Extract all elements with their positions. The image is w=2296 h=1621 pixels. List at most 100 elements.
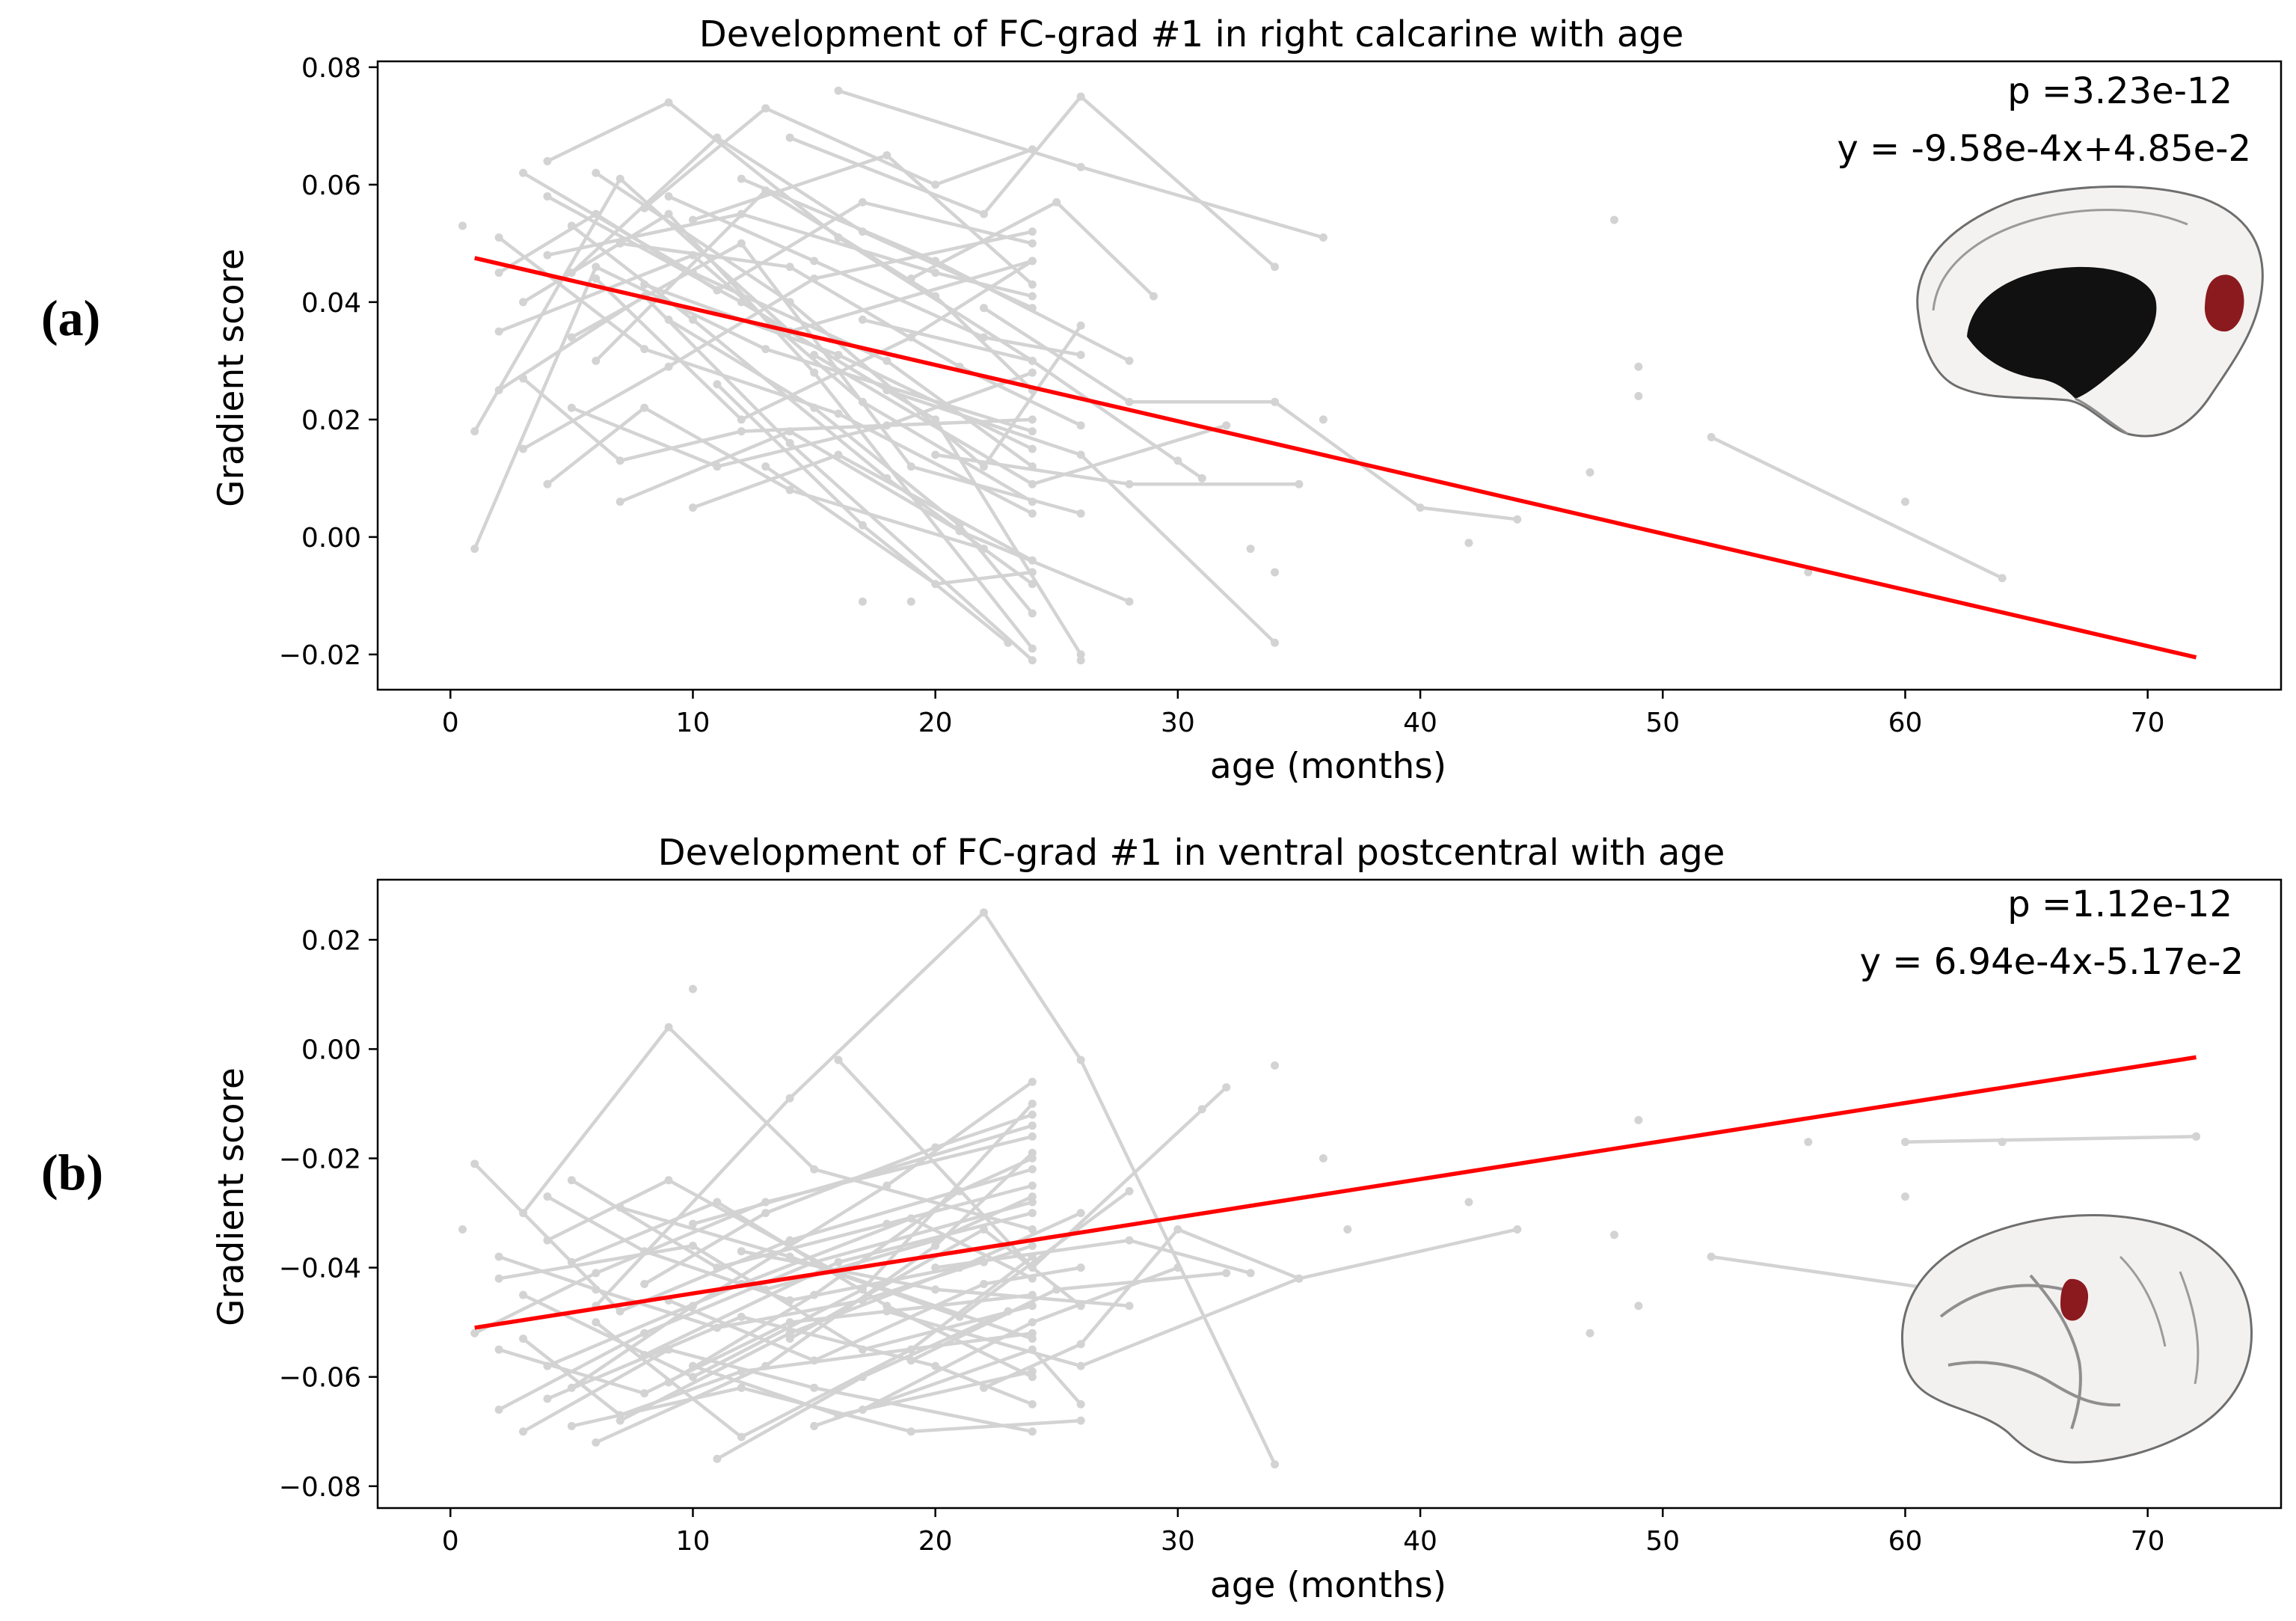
data-point [1028,1077,1037,1086]
data-point [1586,1329,1594,1337]
x-tick-label: 60 [1888,708,1923,738]
data-point [543,1236,552,1245]
axes-layer: 0 10 20 30 40 50 60 70 −0.08 −0.06 −0.04 −0.02 0.00 0… [279,878,2283,1557]
data-point [883,1307,891,1316]
x-axis-label: age (months) [1210,1565,1446,1606]
data-point [785,1296,794,1305]
data-point [592,263,601,272]
data-point [980,1383,989,1392]
data-point [1634,391,1643,400]
data-point [1028,239,1037,248]
chart-panel-b: Development of FC-grad #1 in ventral pos… [211,832,2283,1606]
subject-trajectory [497,294,1034,662]
data-point [1028,1225,1037,1234]
data-point [1197,474,1206,482]
data-point [1246,1269,1255,1278]
data-point [785,438,794,447]
data-point [1028,656,1037,665]
data-point [543,251,552,260]
data-point [494,327,503,336]
data-point [980,1280,989,1289]
data-point [785,133,794,142]
data-point [1028,1110,1037,1119]
data-point [1900,1192,1909,1201]
data-point [519,1427,528,1436]
data-point [713,1323,722,1332]
data-point [470,1329,479,1337]
data-point [519,1290,528,1299]
subject-trajectory [546,100,1034,363]
data-point [1028,1165,1037,1174]
data-point [543,156,552,165]
x-axis-label: age (months) [1210,746,1446,787]
data-point [858,1296,867,1305]
data-point [883,1165,891,1174]
data-point [640,1247,649,1256]
data-point [592,274,601,283]
data-point [1028,1329,1037,1337]
x-tick-label: 30 [1161,708,1195,738]
data-point [1222,1083,1231,1092]
data-point [906,462,915,471]
data-point [567,1176,576,1185]
data-point [1319,233,1327,242]
data-point [1076,509,1085,518]
data-point [785,427,794,436]
data-point [1028,580,1037,589]
data-point [470,427,479,436]
subject-trajectory [595,171,1083,468]
subject-trajectory [521,1025,1033,1231]
data-point [1004,638,1013,647]
data-point [834,1257,843,1266]
brain-lateral-fold [2119,1255,2167,1347]
brain-medial-fold [2075,397,2128,435]
data-point [688,1373,697,1382]
plot-frame [376,878,2283,1510]
y-tick-label: 0.08 [301,53,361,84]
data-point [1028,1241,1037,1250]
y-tick-label: 0.00 [301,1035,361,1065]
brain-lateral-surface [1901,1214,2253,1464]
subject-trajectory [522,1332,1033,1418]
regression-equation-annotation: y = 6.94e-4x-5.17e-2 [1860,941,2244,983]
data-point [1900,497,1909,506]
chart-title: Development of FC-grad #1 in ventral pos… [658,832,1725,874]
data-point [737,1367,746,1376]
data-layer [458,908,2201,1469]
brain-medial-sulcus [1932,209,2188,311]
data-point [1052,197,1061,206]
data-point [616,497,624,506]
y-tick-label: −0.08 [279,1472,361,1503]
data-point [1271,1460,1280,1469]
data-point [883,1219,891,1228]
data-point [883,356,891,365]
x-tick-label: 0 [442,1526,459,1557]
data-point [519,1209,528,1218]
data-point [737,209,746,218]
data-point [1076,1416,1085,1425]
data-point [1076,321,1085,330]
data-point [931,1361,940,1370]
data-point [810,274,819,283]
subject-trajectory [668,1266,1081,1363]
data-point [1028,444,1037,453]
data-point [688,251,697,260]
subject-trajectory [619,429,1130,604]
data-point [1028,609,1037,618]
data-point [1028,415,1037,424]
data-point [519,374,528,383]
data-point [980,462,989,471]
data-point [1513,1225,1522,1234]
brain-medial-inset [1916,185,2264,438]
brain-lateral-fold [2179,1271,2200,1385]
data-point [1125,397,1134,406]
data-point [1513,515,1522,524]
subject-trajectory [643,106,1034,210]
subject-trajectory [595,259,1034,422]
brain-lateral-inset [1901,1214,2253,1464]
data-point [1076,1263,1085,1272]
data-point [858,315,867,324]
y-tick-label: 0.02 [301,925,361,956]
data-point [458,221,467,230]
data-point [761,1209,770,1218]
